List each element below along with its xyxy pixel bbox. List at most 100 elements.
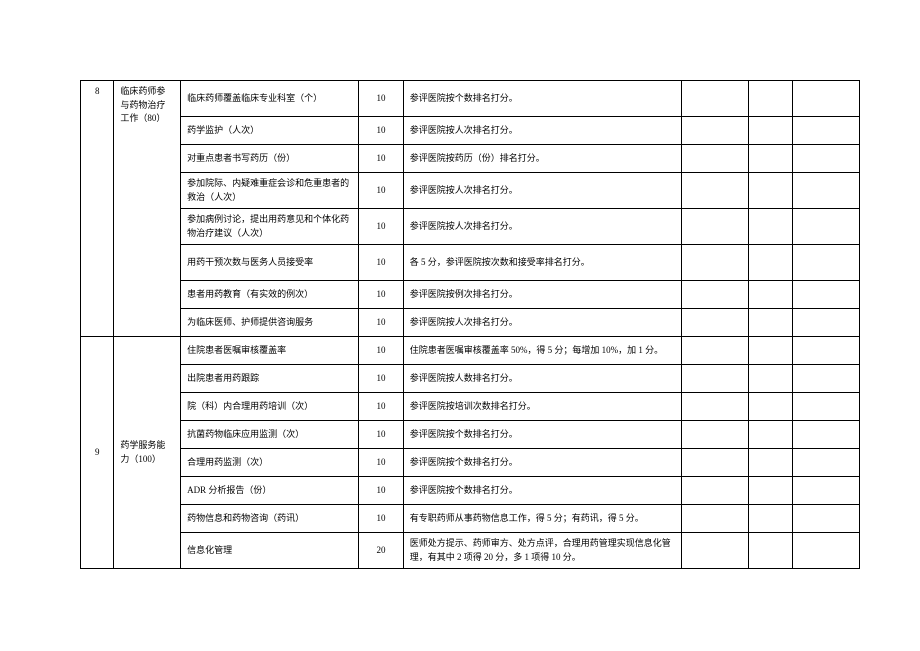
score-cell: 10 [359, 173, 404, 209]
score-cell: 10 [359, 477, 404, 505]
blank-cell [793, 173, 860, 209]
evaluation-table: 8临床药师参与药物治疗工作（80）临床药师覆盖临床专业科室（个）10参评医院按个… [80, 80, 860, 569]
section-index: 8 [81, 81, 114, 337]
blank-cell [681, 505, 748, 533]
blank-cell [748, 245, 793, 281]
blank-cell [681, 449, 748, 477]
blank-cell [793, 281, 860, 309]
description-cell: 参评医院按个数排名打分。 [403, 449, 681, 477]
score-cell: 10 [359, 145, 404, 173]
blank-cell [748, 173, 793, 209]
description-cell: 参评医院按人次排名打分。 [403, 117, 681, 145]
item-cell: 为临床医师、护师提供咨询服务 [181, 309, 359, 337]
description-cell: 参评医院按人次排名打分。 [403, 209, 681, 245]
blank-cell [748, 505, 793, 533]
blank-cell [681, 145, 748, 173]
description-cell: 有专职药师从事药物信息工作，得 5 分；有药讯，得 5 分。 [403, 505, 681, 533]
description-cell: 参评医院按个数排名打分。 [403, 81, 681, 117]
table-row: 对重点患者书写药历（份）10参评医院按药历（份）排名打分。 [81, 145, 860, 173]
table-row: 参加病例讨论，提出用药意见和个体化药物治疗建议（人次）10参评医院按人次排名打分… [81, 209, 860, 245]
blank-cell [681, 365, 748, 393]
score-cell: 10 [359, 117, 404, 145]
blank-cell [681, 393, 748, 421]
table-row: 院（科）内合理用药培训（次）10参评医院按培训次数排名打分。 [81, 393, 860, 421]
blank-cell [681, 117, 748, 145]
table-row: 患者用药教育（有实效的例次）10参评医院按例次排名打分。 [81, 281, 860, 309]
description-cell: 参评医院按培训次数排名打分。 [403, 393, 681, 421]
blank-cell [748, 209, 793, 245]
description-cell: 医师处方提示、药师审方、处方点评，合理用药管理实现信息化管理，有其中 2 项得 … [403, 533, 681, 569]
blank-cell [681, 421, 748, 449]
blank-cell [681, 533, 748, 569]
section-category: 临床药师参与药物治疗工作（80） [114, 81, 181, 337]
blank-cell [681, 209, 748, 245]
blank-cell [681, 477, 748, 505]
description-cell: 住院患者医嘱审核覆盖率 50%，得 5 分；每增加 10%，加 1 分。 [403, 337, 681, 365]
item-cell: 对重点患者书写药历（份） [181, 145, 359, 173]
item-cell: 临床药师覆盖临床专业科室（个） [181, 81, 359, 117]
score-cell: 10 [359, 449, 404, 477]
blank-cell [748, 393, 793, 421]
score-cell: 10 [359, 309, 404, 337]
item-cell: 用药干预次数与医务人员接受率 [181, 245, 359, 281]
table-row: 8临床药师参与药物治疗工作（80）临床药师覆盖临床专业科室（个）10参评医院按个… [81, 81, 860, 117]
description-cell: 各 5 分，参评医院按次数和接受率排名打分。 [403, 245, 681, 281]
section-index: 9 [81, 337, 114, 569]
score-cell: 10 [359, 505, 404, 533]
table-row: 药物信息和药物咨询（药讯）10有专职药师从事药物信息工作，得 5 分；有药讯，得… [81, 505, 860, 533]
score-cell: 10 [359, 209, 404, 245]
table-row: 信息化管理20医师处方提示、药师审方、处方点评，合理用药管理实现信息化管理，有其… [81, 533, 860, 569]
item-cell: 出院患者用药跟踪 [181, 365, 359, 393]
blank-cell [748, 81, 793, 117]
score-cell: 10 [359, 281, 404, 309]
blank-cell [748, 365, 793, 393]
item-cell: 抗菌药物临床应用监测（次） [181, 421, 359, 449]
blank-cell [681, 173, 748, 209]
blank-cell [748, 337, 793, 365]
item-cell: ADR 分析报告（份） [181, 477, 359, 505]
blank-cell [793, 533, 860, 569]
blank-cell [681, 309, 748, 337]
blank-cell [793, 209, 860, 245]
score-cell: 20 [359, 533, 404, 569]
blank-cell [748, 145, 793, 173]
blank-cell [748, 421, 793, 449]
blank-cell [748, 309, 793, 337]
table-row: ADR 分析报告（份）10参评医院按个数排名打分。 [81, 477, 860, 505]
description-cell: 参评医院按个数排名打分。 [403, 477, 681, 505]
item-cell: 院（科）内合理用药培训（次） [181, 393, 359, 421]
item-cell: 参加病例讨论，提出用药意见和个体化药物治疗建议（人次） [181, 209, 359, 245]
table-row: 为临床医师、护师提供咨询服务10参评医院按人次排名打分。 [81, 309, 860, 337]
blank-cell [793, 81, 860, 117]
description-cell: 参评医院按个数排名打分。 [403, 421, 681, 449]
section-category: 药学服务能力（100） [114, 337, 181, 569]
description-cell: 参评医院按人次排名打分。 [403, 309, 681, 337]
blank-cell [748, 281, 793, 309]
item-cell: 住院患者医嘱审核覆盖率 [181, 337, 359, 365]
table-row: 出院患者用药跟踪10参评医院按人数排名打分。 [81, 365, 860, 393]
description-cell: 参评医院按人次排名打分。 [403, 173, 681, 209]
item-cell: 合理用药监测（次） [181, 449, 359, 477]
blank-cell [748, 533, 793, 569]
blank-cell [748, 477, 793, 505]
blank-cell [681, 81, 748, 117]
score-cell: 10 [359, 365, 404, 393]
score-cell: 10 [359, 245, 404, 281]
table-row: 9药学服务能力（100）住院患者医嘱审核覆盖率10住院患者医嘱审核覆盖率 50%… [81, 337, 860, 365]
score-cell: 10 [359, 421, 404, 449]
blank-cell [793, 337, 860, 365]
description-cell: 参评医院按药历（份）排名打分。 [403, 145, 681, 173]
item-cell: 药物信息和药物咨询（药讯） [181, 505, 359, 533]
table-row: 合理用药监测（次）10参评医院按个数排名打分。 [81, 449, 860, 477]
item-cell: 患者用药教育（有实效的例次） [181, 281, 359, 309]
blank-cell [681, 337, 748, 365]
blank-cell [681, 245, 748, 281]
blank-cell [748, 449, 793, 477]
score-cell: 10 [359, 393, 404, 421]
blank-cell [793, 505, 860, 533]
description-cell: 参评医院按人数排名打分。 [403, 365, 681, 393]
item-cell: 信息化管理 [181, 533, 359, 569]
blank-cell [793, 449, 860, 477]
table-row: 抗菌药物临床应用监测（次）10参评医院按个数排名打分。 [81, 421, 860, 449]
table-row: 参加院际、内疑难重症会诊和危重患者的救治（人次）10参评医院按人次排名打分。 [81, 173, 860, 209]
